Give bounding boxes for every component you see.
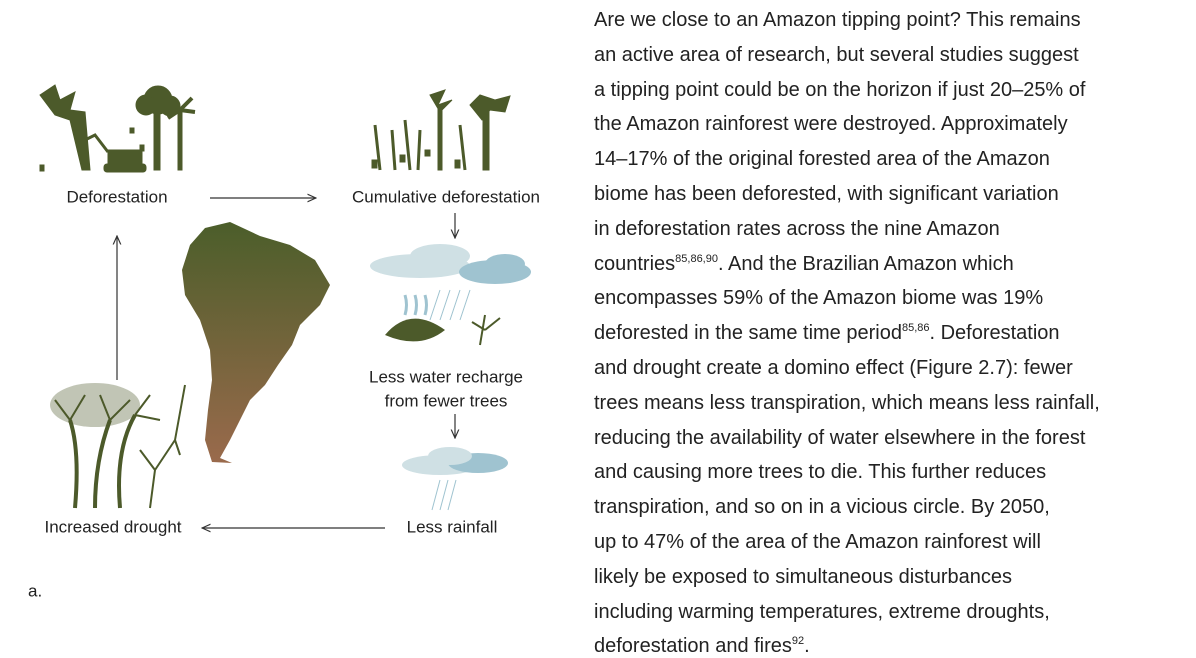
- label: Less water recharge: [369, 367, 523, 386]
- label: from fewer trees: [385, 391, 508, 410]
- text-line: up to 47% of the area of the Amazon rain…: [594, 530, 1041, 554]
- text-run: deforested in the same time period: [594, 322, 902, 345]
- text-run: countries: [594, 252, 676, 275]
- text-run: encompasses 59% of the Amazon biome was …: [594, 287, 1044, 310]
- cumulative-icon: [371, 89, 511, 171]
- rain-icon: [402, 447, 508, 511]
- text-run: a tipping point could be on the horizon …: [594, 78, 1086, 101]
- text-run: Are we close to an Amazon tipping point?…: [594, 9, 1081, 31]
- text-line: in deforestation rates across the nine A…: [594, 217, 1000, 241]
- text-line: transpiration, and so on in a vicious ci…: [594, 495, 1050, 519]
- text-line: encompasses 59% of the Amazon biome was …: [594, 286, 1043, 310]
- citation: 85,86,90: [675, 252, 718, 265]
- label: Deforestation: [66, 187, 167, 206]
- label: Cumulative deforestation: [352, 187, 540, 206]
- deforestation-icon: [39, 84, 196, 173]
- text-run: likely be exposed to simultaneous distur…: [594, 565, 1013, 588]
- text-run: transpiration, and so on in a vicious ci…: [594, 496, 1050, 519]
- text-line: 14–17% of the original forested area of …: [594, 147, 1050, 171]
- citation: 92: [791, 635, 805, 648]
- label: Increased drought: [44, 517, 181, 536]
- text-run: .: [804, 635, 810, 658]
- text-line: an active area of research, but several …: [594, 43, 1079, 67]
- text-line: trees means less transpiration, which me…: [594, 391, 1100, 415]
- text-line: including warming temperatures, extreme …: [594, 600, 1050, 624]
- text-run: . And the Brazilian Amazon which: [717, 252, 1014, 275]
- figure-caption: a.: [28, 581, 42, 600]
- text-line: countries85,86,90. And the Brazilian Ama…: [594, 252, 1014, 276]
- text-line: and causing more trees to die. This furt…: [594, 460, 1046, 484]
- south-america-map: [182, 222, 330, 463]
- text-run: and drought create a domino effect (Figu…: [594, 357, 1073, 379]
- drought-icon: [50, 383, 186, 509]
- text-line: deforestation and fires92.: [594, 634, 810, 658]
- text-run: an active area of research, but several …: [594, 43, 1079, 66]
- label: Less rainfall: [407, 517, 498, 536]
- text-run: up to 47% of the area of the Amazon rain…: [594, 531, 1041, 553]
- text-run: . Deforestation: [929, 322, 1060, 345]
- text-line: and drought create a domino effect (Figu…: [594, 356, 1073, 380]
- text-line: biome has been deforested, with signific…: [594, 182, 1059, 206]
- text-run: reducing the availability of water elsew…: [594, 426, 1086, 449]
- text-line: the Amazon rainforest were destroyed. Ap…: [594, 112, 1068, 136]
- text-run: deforestation and fires: [594, 635, 792, 658]
- text-run: in deforestation rates across the nine A…: [594, 217, 1000, 240]
- text-line: reducing the availability of water elsew…: [594, 426, 1085, 450]
- text-line: Are we close to an Amazon tipping point?…: [594, 8, 1081, 32]
- text-run: biome has been deforested, with signific…: [594, 183, 1059, 205]
- text-run: including warming temperatures, extreme …: [594, 600, 1050, 623]
- text-line: likely be exposed to simultaneous distur…: [594, 565, 1012, 589]
- figure: Deforestation Cumulative deforestation L…: [28, 84, 540, 600]
- text-run: the Amazon rainforest were destroyed. Ap…: [594, 113, 1068, 136]
- text-run: trees means less transpiration, which me…: [594, 391, 1100, 414]
- text-run: 14–17% of the original forested area of …: [594, 148, 1050, 171]
- text-run: and causing more trees to die. This furt…: [594, 461, 1047, 484]
- text-line: a tipping point could be on the horizon …: [594, 78, 1085, 102]
- cloud-icon: [370, 244, 531, 346]
- text-line: deforested in the same time period85,86.…: [594, 321, 1060, 345]
- citation: 85,86: [901, 322, 930, 335]
